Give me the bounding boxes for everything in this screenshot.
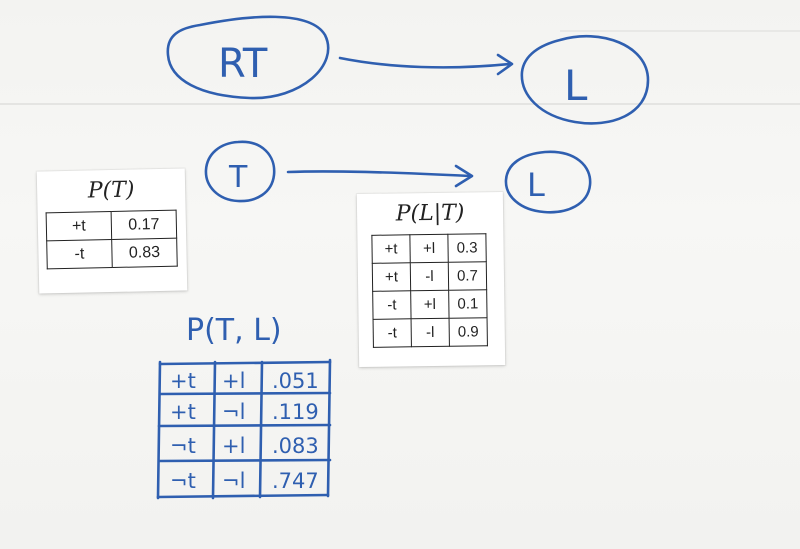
edge-t-to-l (286, 170, 472, 178)
cond-t-value: -t (372, 290, 412, 320)
joint-row-1: +t +l .051 (170, 369, 319, 393)
prior-probability-card: P(T) +t 0.17 -t 0.83 (36, 168, 188, 294)
svg-text:¬t: ¬t (170, 469, 196, 493)
prior-card-title: P(T) (87, 177, 135, 204)
svg-text:¬t: ¬t (170, 434, 196, 458)
cond-t-value: -t (373, 318, 412, 348)
cond-p-value: 0.1 (448, 289, 488, 319)
svg-text:+t: +t (170, 400, 196, 424)
board-seam-top (0, 103, 800, 105)
cond-p-value: 0.7 (448, 261, 487, 291)
joint-row-2: +t ¬l .119 (170, 400, 319, 424)
cond-t-value: +t (371, 234, 411, 264)
svg-text:¬l: ¬l (222, 400, 245, 424)
cond-l-value: -l (411, 318, 450, 347)
cond-l-value: +l (409, 234, 449, 263)
svg-text:¬l: ¬l (222, 469, 245, 493)
joint-title: P(T, L) (186, 313, 282, 348)
edge-rt-to-l-arrowhead (496, 53, 514, 76)
node-l-second-label: L (527, 166, 545, 204)
table-row: -t 0.83 (46, 238, 178, 269)
table-row: -t +l 0.1 (372, 289, 488, 320)
table-row: +t 0.17 (46, 210, 177, 241)
node-rt-label: RT (218, 41, 268, 87)
node-l-top-circle (520, 34, 650, 125)
prior-p-value: 0.83 (111, 238, 178, 268)
node-l-second-circle (504, 150, 592, 214)
joint-row-3: ¬t +l .083 (170, 434, 319, 458)
prior-t-value: -t (46, 239, 113, 269)
joint-row-4: ¬t ¬l .747 (170, 469, 319, 493)
node-t-label: T (228, 160, 248, 195)
node-rt-oval (166, 15, 330, 100)
conditional-table: +t +l 0.3 +t -l 0.7 -t +l 0.1 -t -l 0.9 (371, 233, 488, 348)
cond-p-value: 0.9 (449, 317, 488, 347)
conditional-card-title: P(L|T) (395, 200, 465, 227)
joint-table-grid (156, 358, 332, 500)
prior-p-value: 0.17 (111, 210, 177, 240)
svg-text:.051: .051 (272, 369, 319, 393)
table-row: +t +l 0.3 (371, 233, 487, 264)
svg-text:.119: .119 (272, 400, 319, 424)
cond-l-value: +l (410, 290, 450, 319)
svg-text:+t: +t (170, 369, 196, 393)
svg-text:+l: +l (222, 434, 245, 458)
conditional-probability-card: P(L|T) +t +l 0.3 +t -l 0.7 -t +l 0.1 -t … (356, 191, 506, 368)
svg-text:+l: +l (222, 369, 245, 393)
cond-t-value: +t (372, 262, 411, 292)
cond-p-value: 0.3 (447, 233, 487, 263)
node-l-top-label: L (564, 61, 588, 110)
node-t-circle (204, 140, 276, 203)
cond-l-value: -l (410, 262, 449, 291)
edge-t-to-l-arrowhead (454, 164, 474, 188)
table-row: +t -l 0.7 (372, 261, 487, 292)
table-row: -t -l 0.9 (373, 317, 488, 348)
svg-text:.747: .747 (272, 469, 319, 493)
prior-t-value: +t (46, 211, 112, 241)
prior-table: +t 0.17 -t 0.83 (46, 210, 178, 270)
edge-rt-to-l (338, 56, 512, 69)
svg-text:.083: .083 (272, 434, 319, 458)
board-seam-right (560, 30, 800, 32)
